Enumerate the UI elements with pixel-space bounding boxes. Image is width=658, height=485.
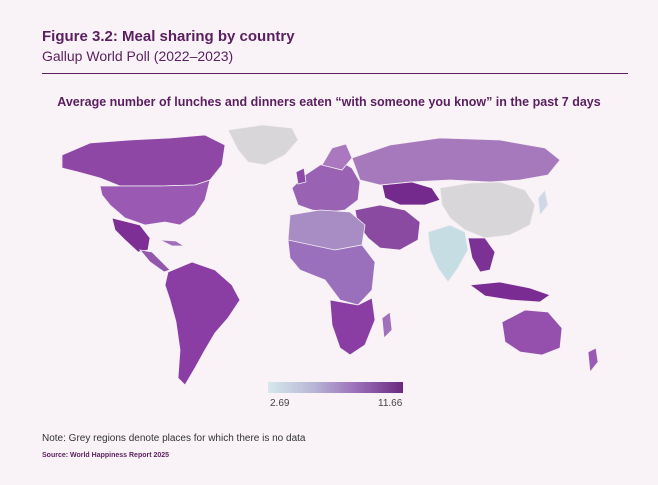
region-southern-africa xyxy=(329,297,376,356)
region-japan xyxy=(537,189,549,216)
region-india xyxy=(427,224,469,283)
region-central-america xyxy=(139,249,171,273)
footnote: Note: Grey regions denote places for whi… xyxy=(42,433,306,444)
region-southeast-asia xyxy=(467,237,496,273)
region-south-america xyxy=(164,261,241,386)
region-central-asia xyxy=(381,181,441,206)
region-central-africa xyxy=(287,239,376,306)
title-divider xyxy=(42,73,628,74)
legend-max-label: 11.66 xyxy=(378,398,403,409)
region-madagascar xyxy=(381,311,393,339)
region-russia xyxy=(351,137,561,186)
region-new-zealand xyxy=(587,347,599,374)
figure-subtitle: Gallup World Poll (2022–2023) xyxy=(42,48,234,64)
region-canada xyxy=(61,134,226,187)
region-scandinavia xyxy=(321,143,353,171)
region-caribbean xyxy=(159,239,186,247)
region-indonesia xyxy=(468,281,551,303)
region-europe xyxy=(291,159,361,213)
figure-title: Figure 3.2: Meal sharing by country xyxy=(42,28,295,45)
region-australia xyxy=(501,309,563,356)
legend-min-label: 2.69 xyxy=(270,398,290,409)
region-china xyxy=(439,181,536,239)
region-uk xyxy=(295,167,307,185)
region-usa xyxy=(99,179,211,226)
map-title: Average number of lunches and dinners ea… xyxy=(57,95,601,109)
color-scale-legend xyxy=(268,382,403,393)
world-map xyxy=(61,124,599,386)
region-greenland xyxy=(227,124,299,166)
source-line: Source: World Happiness Report 2025 xyxy=(42,452,170,459)
